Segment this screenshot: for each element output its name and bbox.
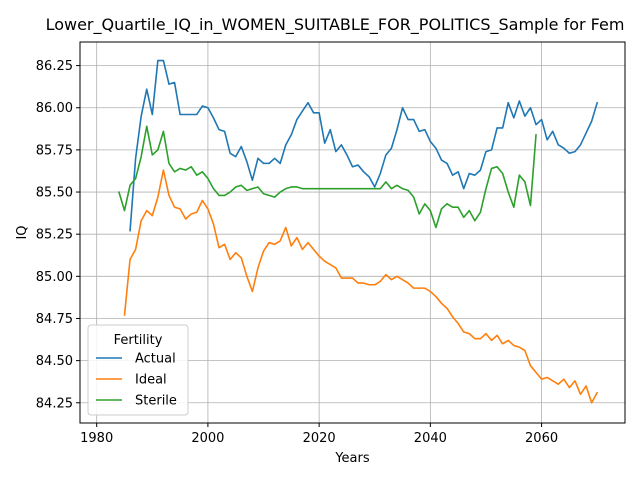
axis-ticks: 1980 2000 2020 2040 2060 84.25 84.50 84.75 85.00…	[36, 59, 558, 446]
grid	[80, 42, 625, 423]
legend-title: Fertility	[114, 333, 163, 348]
legend-label-sterile: Sterile	[135, 394, 177, 409]
y-tick-label: 84.25	[36, 396, 73, 411]
chart-title: Lower_Quartile_IQ_in_WOMEN_SUITABLE_FOR_…	[46, 15, 625, 35]
x-tick-label: 2040	[414, 431, 447, 446]
y-tick-label: 86.25	[36, 59, 73, 74]
series-line-sterile	[118, 125, 537, 229]
legend-entries: Actual Ideal Sterile	[96, 352, 177, 409]
x-tick-label: 2060	[525, 431, 558, 446]
x-tick-label: 2000	[191, 431, 224, 446]
series-line-ideal	[123, 169, 598, 404]
y-tick-label: 85.75	[36, 143, 73, 158]
y-tick-label: 85.25	[36, 228, 73, 243]
series-line-actual	[129, 59, 598, 232]
x-axis-title: Years	[334, 451, 370, 466]
legend: Fertility Actual Ideal Sterile	[87, 324, 189, 416]
plot-frame	[79, 41, 626, 424]
x-tick-label: 1980	[80, 431, 113, 446]
legend-label-actual: Actual	[135, 352, 176, 367]
y-tick-label: 85.00	[36, 270, 73, 285]
legend-label-ideal: Ideal	[135, 373, 167, 388]
y-tick-label: 84.50	[36, 354, 73, 369]
series-group	[118, 59, 598, 404]
legend-box	[87, 324, 189, 416]
y-axis-title: IQ	[15, 225, 30, 239]
y-tick-label: 84.75	[36, 312, 73, 327]
y-tick-label: 85.50	[36, 186, 73, 201]
y-tick-label: 86.00	[36, 101, 73, 116]
x-tick-label: 2020	[303, 431, 336, 446]
